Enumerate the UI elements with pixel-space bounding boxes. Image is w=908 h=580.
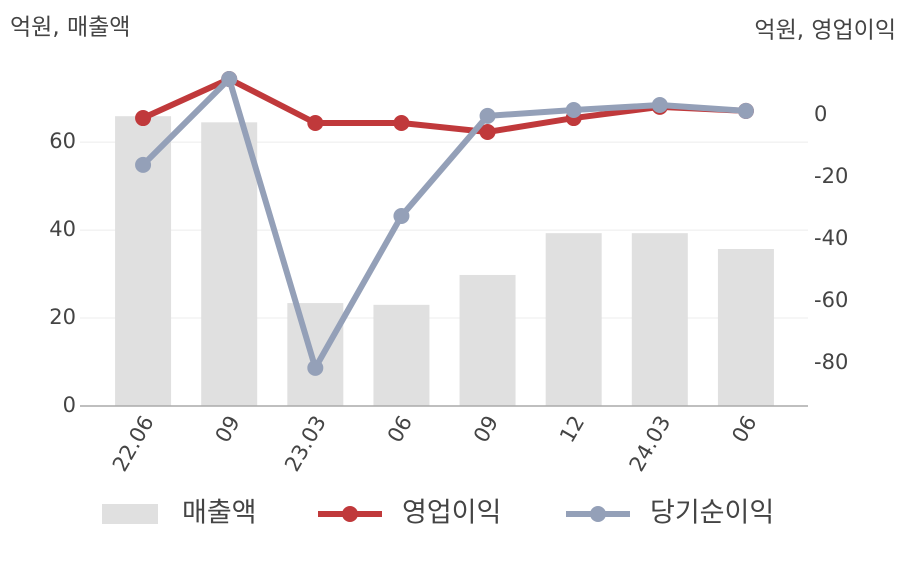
bar: [201, 122, 258, 406]
x-tick-label: 12: [555, 412, 589, 447]
y-tick-label: 20: [49, 305, 76, 329]
y2-tick-label: -20: [814, 164, 848, 188]
y-tick-label: 40: [49, 217, 76, 241]
y2-tick-label: -60: [814, 288, 848, 312]
y2-tick-label: -80: [814, 350, 848, 374]
bar: [459, 274, 516, 406]
legend-label: 영업이익: [402, 498, 501, 529]
legend-label: 당기순이익: [650, 498, 774, 529]
marker: [651, 97, 668, 114]
bar: [545, 233, 602, 406]
marker: [307, 115, 324, 132]
marker: [393, 207, 410, 224]
legend-marker: [590, 506, 606, 522]
y2-tick-label: 0: [814, 102, 827, 126]
y-tick-label: 0: [63, 393, 76, 417]
y-axis-label: 억원, 매출액: [10, 15, 130, 41]
marker: [221, 70, 238, 87]
marker: [565, 101, 582, 118]
y2-axis-label: 억원, 영업이익: [754, 18, 896, 44]
legend-marker: [342, 506, 358, 522]
bar: [287, 303, 344, 406]
x-tick-label: 06: [727, 412, 761, 447]
legend-label: 매출액: [182, 498, 257, 529]
marker: [307, 359, 324, 376]
marker: [737, 102, 754, 119]
bar: [373, 304, 430, 406]
x-tick-label: 23.03: [280, 412, 331, 476]
y-tick-label: 60: [49, 129, 76, 153]
x-tick-label: 09: [211, 412, 245, 447]
x-tick-label: 09: [469, 412, 503, 447]
legend-swatch: [102, 504, 158, 524]
bar: [631, 233, 688, 406]
marker: [135, 156, 152, 173]
bar: [717, 248, 774, 406]
marker: [479, 123, 496, 140]
marker: [135, 110, 152, 127]
y2-tick-label: -40: [814, 226, 848, 250]
marker: [393, 115, 410, 132]
line: [140, 75, 747, 371]
x-tick-label: 24.03: [624, 412, 675, 476]
x-tick-label: 22.06: [108, 412, 159, 476]
x-tick-label: 06: [383, 412, 417, 447]
marker: [479, 107, 496, 124]
